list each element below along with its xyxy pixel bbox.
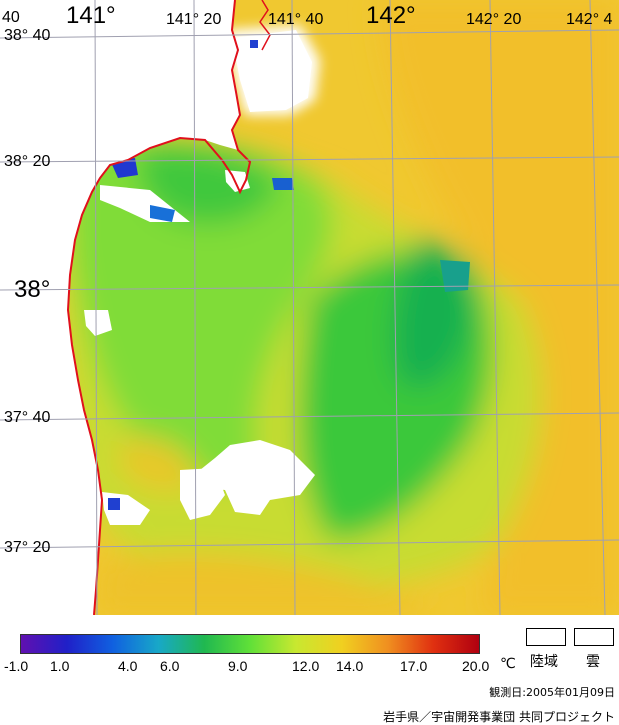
latitude-label-38: 38°: [14, 276, 51, 303]
cloud-areas-sharp: [84, 30, 315, 525]
grid-lines: [0, 0, 619, 615]
credit-line: 岩手県／宇宙開発事業団 共同プロジェクト: [383, 710, 615, 724]
colorbar-tick: -1.0: [4, 658, 29, 674]
colorbar-tick: 4.0: [118, 658, 138, 674]
cold-north-zone: [139, 147, 280, 224]
longitude-label-142-20: 142° 20: [466, 11, 522, 28]
cold-spots: [108, 40, 470, 510]
colorbar-tick: 1.0: [50, 658, 70, 674]
cloud-legend-label: 雲: [586, 654, 600, 670]
map-canvas: [0, 0, 619, 615]
colorbar-tick: 6.0: [160, 658, 180, 674]
land-legend-label: 陸域: [530, 654, 558, 670]
warm-south-plume: [95, 552, 420, 615]
longitude-label-141-20: 141° 20: [166, 11, 222, 28]
latitude-label-38-20: 38° 20: [4, 153, 51, 170]
longitude-label-142-40: 142° 4: [566, 11, 613, 28]
land-legend-swatch: [526, 628, 566, 646]
sea-surface-temperature-map[interactable]: 40 141° 141° 20 141° 40 142° 142° 20 142…: [0, 0, 619, 615]
cool-coastal-zone: [70, 139, 333, 483]
colorbar-tick: 17.0: [400, 658, 428, 674]
longitude-label-142: 142°: [366, 2, 416, 29]
longitude-label-141-40: 141° 40: [268, 11, 324, 28]
temperature-colorbar: [20, 634, 480, 654]
latitude-label-38-40: 38° 40: [4, 27, 51, 44]
longitude-edge-label: 40: [2, 9, 20, 26]
longitude-label-141: 141°: [66, 2, 116, 29]
coastline: [66, 0, 252, 615]
colorbar-tick: 14.0: [336, 658, 364, 674]
observation-date: 観測日:2005年01月09日: [489, 686, 615, 699]
colorbar-tick: 12.0: [292, 658, 320, 674]
colorbar-tick: 20.0: [462, 658, 490, 674]
cloud-south-center: [200, 440, 315, 515]
colorbar-tick: 9.0: [228, 658, 248, 674]
coastline-inlet: [259, 0, 271, 51]
latitude-label-37-20: 37° 20: [4, 539, 51, 556]
cloud-south-west: [180, 468, 225, 520]
temperature-unit: ℃: [500, 656, 516, 672]
latitude-label-37-40: 37° 40: [4, 409, 51, 426]
cloud-west: [84, 310, 112, 336]
land-mass: [0, 0, 240, 615]
cloud-legend-swatch: [574, 628, 614, 646]
